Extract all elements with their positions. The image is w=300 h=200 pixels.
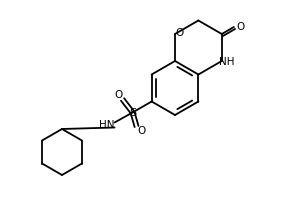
- Text: O: O: [137, 127, 146, 136]
- Text: HN: HN: [99, 119, 114, 130]
- Text: S: S: [129, 108, 136, 117]
- Text: O: O: [175, 28, 183, 38]
- Text: O: O: [114, 90, 123, 99]
- Text: O: O: [237, 22, 245, 32]
- Text: NH: NH: [219, 57, 235, 67]
